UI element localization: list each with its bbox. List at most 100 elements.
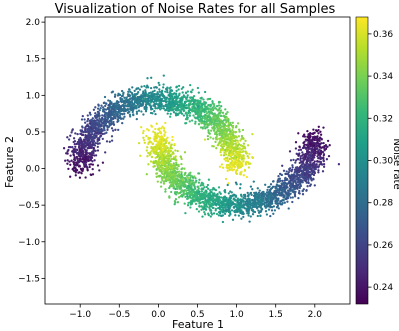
data-point [185,192,189,195]
data-point [227,142,230,145]
data-point [178,103,181,107]
data-point [223,139,226,142]
data-point [150,125,154,128]
data-point [221,136,225,139]
data-point [78,149,82,152]
data-point [143,141,146,144]
data-point [206,134,210,138]
data-point [157,106,160,109]
data-point [289,179,293,183]
data-point [200,201,204,204]
data-point [199,184,202,187]
data-point [182,95,186,99]
data-point [135,112,139,115]
data-point [281,201,284,205]
data-point [82,153,85,156]
data-point [99,106,102,110]
x-axis-ticks: −1.0 −0.5 0.0 0.5 1.0 1.5 2.0 [69,304,322,320]
data-point [91,167,94,171]
data-point [96,119,99,122]
data-point [77,142,80,145]
data-point [138,88,142,91]
data-point [64,159,67,162]
data-point [192,184,195,187]
data-point [121,121,124,125]
data-point [238,198,241,202]
data-point [169,160,172,163]
data-point [285,178,288,181]
chart-title: Visualization of Noise Rates for all Sam… [55,2,336,17]
data-point [103,120,106,123]
data-point [115,112,118,115]
data-point [189,176,192,179]
data-point [142,113,145,116]
data-point [164,148,168,152]
data-point [198,178,201,181]
data-point [306,156,309,159]
data-point [227,210,231,214]
data-point [123,101,126,105]
data-point [101,132,104,136]
data-point [200,182,203,185]
data-point [171,104,174,107]
data-point [155,143,158,146]
data-point [118,93,122,97]
data-point [240,134,244,138]
data-point [146,84,149,87]
data-point [150,145,153,149]
data-point [175,89,178,93]
data-point [222,211,225,214]
data-point [103,126,106,130]
data-point [293,188,296,191]
data-point [149,152,152,155]
data-point [321,150,325,154]
data-point [96,149,100,152]
data-point [83,118,86,121]
data-point [250,207,253,210]
data-point [218,165,222,168]
data-point [219,109,223,112]
data-point [226,138,229,141]
data-point [215,147,218,150]
data-point [288,168,291,171]
data-point [108,114,111,117]
data-point [150,149,153,153]
data-point [126,111,130,114]
data-point [239,144,243,147]
data-point [212,114,215,117]
data-point [264,206,268,209]
data-point [224,108,227,111]
data-point [175,85,179,88]
data-point [303,135,307,138]
data-point [239,201,243,204]
data-point [172,111,176,114]
data-point [144,91,147,94]
data-point [318,145,321,148]
data-point [277,189,280,192]
data-point [93,149,96,152]
data-point [207,123,210,127]
data-point [218,117,221,121]
data-point [249,192,252,195]
data-point [195,108,199,111]
data-point [186,90,190,93]
data-point [86,169,89,172]
data-point [139,100,143,103]
data-point [318,142,321,146]
data-point [83,140,86,143]
data-point [207,212,210,215]
data-point [191,190,194,194]
data-point [203,211,206,214]
data-point [107,120,111,123]
data-point [239,211,242,215]
data-point [116,120,119,124]
data-point [302,175,306,179]
data-point [73,140,77,143]
data-point [107,103,111,107]
data-point [97,111,100,114]
data-point [155,172,159,175]
data-point [215,130,218,133]
data-point [110,102,113,105]
data-point [113,95,117,98]
